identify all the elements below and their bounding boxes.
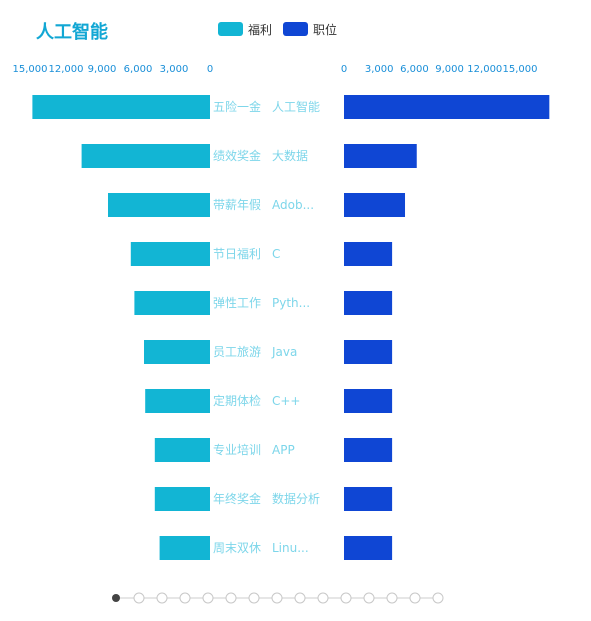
timeline-dot[interactable] — [271, 592, 283, 604]
left-bar[interactable] — [81, 144, 210, 168]
right-axis-tick-label: 12,000 — [467, 64, 502, 75]
right-bar[interactable] — [344, 536, 393, 560]
right-bar[interactable] — [344, 438, 393, 462]
left-category-label: 年终奖金 — [213, 491, 261, 506]
timeline-dot[interactable] — [363, 592, 375, 604]
left-category-label: 带薪年假 — [213, 198, 261, 212]
left-bar[interactable] — [154, 487, 210, 511]
timeline-dot[interactable] — [317, 592, 329, 604]
left-bar[interactable] — [32, 95, 211, 119]
left-bar[interactable] — [108, 193, 210, 217]
timeline-dot[interactable] — [294, 592, 306, 604]
left-bar[interactable] — [154, 438, 210, 462]
right-category-label: 数据分析 — [272, 491, 320, 506]
timeline-dot[interactable] — [432, 592, 444, 604]
right-axis-tick-label: 15,000 — [503, 64, 538, 75]
timeline-dot-active[interactable] — [112, 594, 120, 602]
timeline-dot[interactable] — [179, 592, 191, 604]
left-axis-tick-label: 15,000 — [13, 64, 48, 75]
right-bar[interactable] — [344, 193, 406, 217]
right-bar[interactable] — [344, 242, 393, 266]
timeline-dot[interactable] — [340, 592, 352, 604]
chart-title: 人工智能 — [36, 22, 108, 43]
left-axis-tick-label: 12,000 — [49, 64, 84, 75]
timeline-dot[interactable] — [156, 592, 168, 604]
timeline-dot[interactable] — [202, 592, 214, 604]
right-bar[interactable] — [344, 95, 550, 119]
left-category-label: 弹性工作 — [213, 296, 261, 310]
right-category-label: Adob... — [272, 198, 314, 212]
legend-item-welfare[interactable]: 福利 — [218, 21, 272, 37]
timeline-dot[interactable] — [133, 592, 145, 604]
left-axis-tick-label: 6,000 — [124, 64, 153, 75]
legend-swatch-welfare — [218, 22, 243, 36]
legend-item-position[interactable]: 职位 — [283, 21, 337, 37]
legend-swatch-position — [283, 22, 308, 36]
right-bar[interactable] — [344, 389, 393, 413]
left-axis-tick-label: 0 — [207, 64, 213, 75]
right-category-label: C — [272, 247, 280, 261]
left-category-label: 周末双休 — [213, 541, 261, 555]
right-axis-tick-label: 0 — [341, 64, 347, 75]
left-category-label: 定期体检 — [213, 393, 261, 408]
left-bar[interactable] — [145, 389, 210, 413]
timeline-dot[interactable] — [248, 592, 260, 604]
left-category-label: 员工旅游 — [213, 345, 261, 359]
right-bar[interactable] — [344, 340, 393, 364]
right-axis-tick-label: 3,000 — [365, 64, 394, 75]
left-category-label: 专业培训 — [213, 442, 261, 457]
right-bar[interactable] — [344, 144, 417, 168]
left-bar[interactable] — [144, 340, 210, 364]
right-axis-tick-label: 6,000 — [400, 64, 429, 75]
right-bar[interactable] — [344, 291, 393, 315]
left-axis-tick-label: 3,000 — [160, 64, 189, 75]
right-category-label: Linu... — [272, 541, 309, 555]
timeline-dot[interactable] — [386, 592, 398, 604]
left-bar[interactable] — [159, 536, 210, 560]
right-axis-tick-label: 9,000 — [435, 64, 464, 75]
left-category-label: 节日福利 — [213, 246, 261, 261]
left-category-label: 五险一金 — [213, 99, 261, 114]
timeline-dot[interactable] — [409, 592, 421, 604]
legend-label-position: 职位 — [313, 22, 338, 37]
legend-label-welfare: 福利 — [248, 22, 273, 37]
right-category-label: APP — [272, 443, 295, 457]
right-category-label: C++ — [272, 394, 301, 408]
left-category-label: 绩效奖金 — [213, 148, 261, 163]
right-bar[interactable] — [344, 487, 393, 511]
left-axis-tick-label: 9,000 — [88, 64, 117, 75]
right-category-label: Java — [271, 345, 297, 359]
left-bar[interactable] — [130, 242, 210, 266]
right-category-label: Pyth... — [272, 296, 310, 310]
timeline-dot[interactable] — [225, 592, 237, 604]
right-category-label: 大数据 — [272, 148, 308, 163]
left-bar[interactable] — [134, 291, 210, 315]
right-category-label: 人工智能 — [272, 99, 320, 114]
